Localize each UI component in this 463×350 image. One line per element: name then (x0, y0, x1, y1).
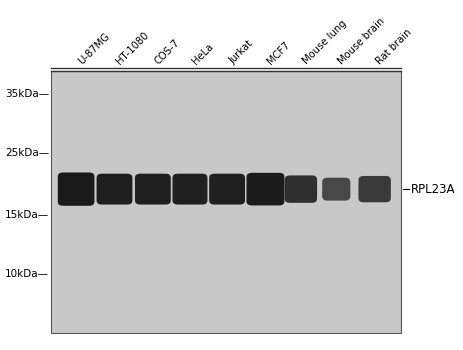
FancyBboxPatch shape (322, 178, 350, 201)
Text: Jurkat: Jurkat (227, 38, 255, 66)
Text: MCF7: MCF7 (265, 40, 292, 66)
FancyBboxPatch shape (97, 174, 132, 204)
Text: HT-1080: HT-1080 (114, 30, 151, 66)
FancyBboxPatch shape (358, 176, 391, 202)
Text: Mouse lung: Mouse lung (301, 18, 349, 66)
Text: Mouse brain: Mouse brain (336, 16, 387, 66)
FancyBboxPatch shape (209, 174, 245, 204)
Text: HeLa: HeLa (190, 41, 215, 66)
FancyBboxPatch shape (58, 173, 94, 206)
Text: U-87MG: U-87MG (76, 31, 112, 66)
FancyBboxPatch shape (173, 174, 207, 204)
Text: 15kDa—: 15kDa— (5, 210, 49, 220)
Text: 35kDa—: 35kDa— (5, 89, 49, 99)
FancyBboxPatch shape (246, 173, 284, 205)
FancyBboxPatch shape (285, 175, 317, 203)
FancyBboxPatch shape (135, 174, 171, 204)
FancyBboxPatch shape (51, 71, 401, 333)
Text: RPL23A: RPL23A (411, 183, 455, 196)
Text: 10kDa—: 10kDa— (5, 269, 49, 279)
Text: COS-7: COS-7 (153, 37, 182, 66)
Text: 25kDa—: 25kDa— (5, 148, 49, 158)
Text: Rat brain: Rat brain (375, 27, 414, 66)
